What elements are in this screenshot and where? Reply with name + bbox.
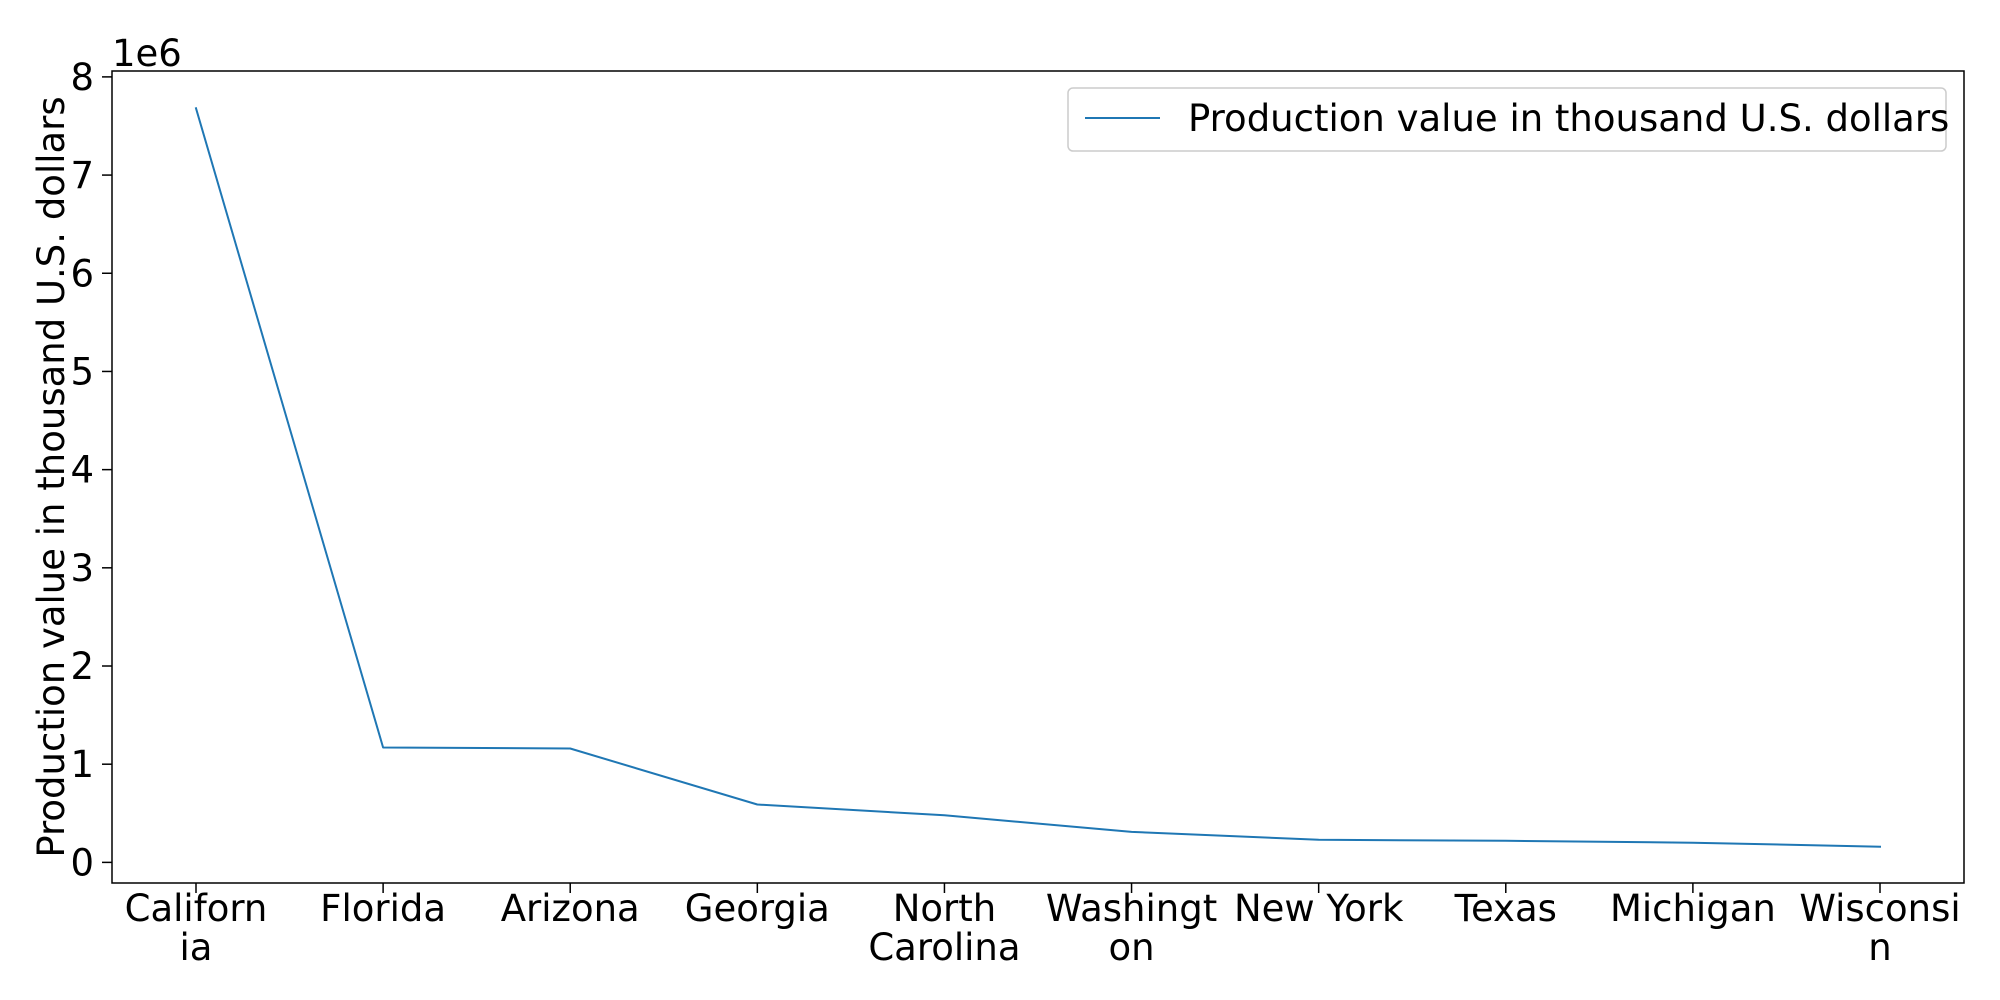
x-tick-label-line: Arizona xyxy=(501,887,640,930)
plot-area-frame xyxy=(111,70,1965,884)
y-tick-label: 0 xyxy=(70,841,94,884)
x-tick-label-line: Texas xyxy=(1454,887,1557,930)
x-tick-label-line: Michigan xyxy=(1610,887,1776,930)
x-tick-label-line: North xyxy=(893,887,996,930)
x-tick-label: New York xyxy=(1234,887,1404,930)
x-tick-label: Michigan xyxy=(1610,887,1776,930)
x-tick-label: North Carolina xyxy=(868,887,1020,969)
x-tick-label-line: Georgia xyxy=(685,887,830,930)
y-axis: 0 1 2 3 4 5 6 7 8 xyxy=(70,56,112,884)
x-tick-label-line: New York xyxy=(1234,887,1404,930)
y-tick-label: 6 xyxy=(70,252,94,295)
x-tick-label-line: on xyxy=(1109,926,1155,969)
x-tick-label-line: Wisconsi xyxy=(1799,887,1960,930)
legend: Production value in thousand U.S. dollar… xyxy=(1067,87,1949,152)
x-tick-label-line: Washingt xyxy=(1046,887,1217,930)
x-tick-label: Texas xyxy=(1454,887,1557,930)
x-tick-label-line: ia xyxy=(180,926,213,969)
x-tick-label-line: n xyxy=(1868,926,1891,969)
y-tick-label: 7 xyxy=(70,154,94,197)
x-axis: Californ ia Florida Arizona Georgia North Caro… xyxy=(125,883,1961,969)
x-tick-label: Washingt on xyxy=(1046,887,1217,969)
x-tick-label: Wisconsi n xyxy=(1799,887,1960,969)
x-tick-label-line: Carolina xyxy=(868,926,1020,969)
y-tick-label: 5 xyxy=(70,350,94,393)
x-tick-label: Arizona xyxy=(501,887,640,930)
y-axis-label: Production value in thousand U.S. dollar… xyxy=(30,96,73,857)
y-tick-label: 4 xyxy=(70,449,94,492)
y-tick-label: 3 xyxy=(70,547,94,590)
y-tick-label: 8 xyxy=(70,56,94,99)
y-axis-offset-label: 1e6 xyxy=(112,32,182,75)
x-tick-label-line: Florida xyxy=(320,887,446,930)
y-tick-label: 1 xyxy=(70,743,94,786)
x-tick-label: Florida xyxy=(320,887,446,930)
x-tick-label: Californ ia xyxy=(125,887,268,969)
x-tick-label: Georgia xyxy=(685,887,830,930)
y-tick-label: 2 xyxy=(70,645,94,688)
legend-label: Production value in thousand U.S. dollar… xyxy=(1188,97,1949,140)
legend-box xyxy=(1067,87,1947,152)
series-line xyxy=(194,107,1882,848)
x-tick-label-line: Californ xyxy=(125,887,268,930)
